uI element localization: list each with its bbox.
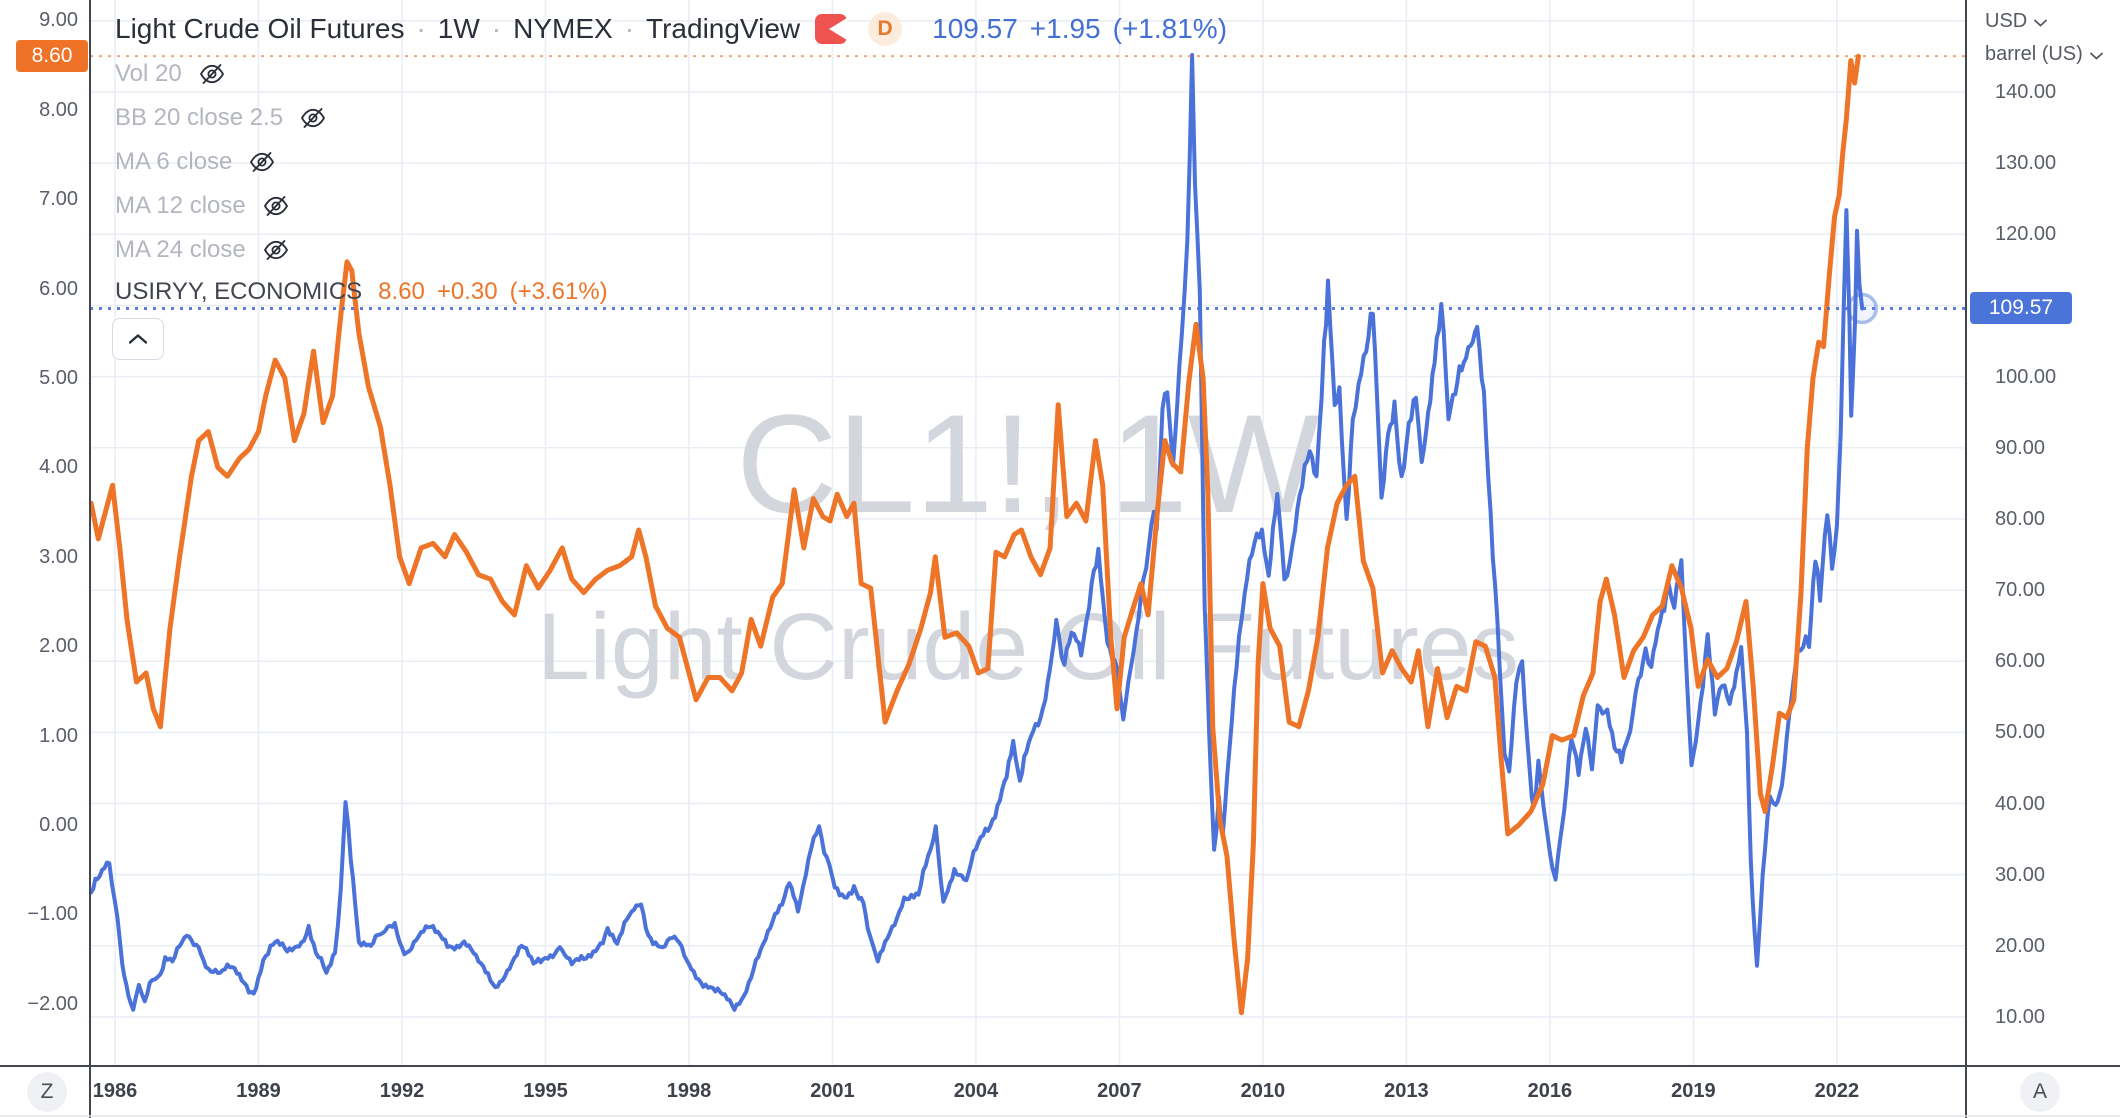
eye-off-icon [263,196,288,216]
time-axis-tick: 2007 [1097,1080,1142,1102]
indicator-row[interactable]: MA 12 close [115,184,327,228]
left-axis-tick: 4.00 [39,456,78,479]
unit-selector[interactable]: barrel (US) [1985,43,2103,66]
left-axis-tick: 9.00 [39,9,78,32]
eye-off-icon [250,152,275,172]
indicator-label: MA 24 close [115,236,246,263]
left-axis-tick: 1.00 [39,724,78,747]
unit-label: barrel (US) [1985,43,2083,65]
right-axis-tick: 40.00 [1995,792,2046,815]
time-axis-tick: 2004 [953,1080,999,1102]
symbol-title-row[interactable]: Light Crude Oil Futures · 1W · NYMEX · T… [115,12,1239,46]
toggle-visibility-button[interactable] [248,148,276,176]
indicator-row[interactable]: BB 20 close 2.5 [115,96,327,140]
economics-change: +0.30 [436,278,498,305]
time-axis-tick: 2019 [1671,1080,1716,1102]
collapse-legend-button[interactable] [112,318,164,360]
right-axis-tick: 80.00 [1995,507,2046,530]
time-axis-tick: 1995 [523,1080,568,1102]
auto-scale-button[interactable]: A [2020,1072,2060,1112]
title-separator: · [416,13,426,44]
left-axis-tick: 0.00 [39,814,78,836]
indicator-label: MA 12 close [115,192,246,219]
left-axis-tick: −1.00 [27,903,78,926]
provider-label: TradingView [646,13,801,44]
right-axis-tick: 140.00 [1995,81,2057,103]
time-axis-tick: 2010 [1240,1080,1286,1102]
title-separator: · [624,13,635,44]
economics-label: USIRYY, ECONOMICS [115,278,363,305]
time-axis-tick: 1989 [236,1080,281,1102]
chevron-down-icon [2034,19,2048,27]
right-axis-tick: 10.00 [1995,1005,2046,1028]
watermark-description: Light Crude Oil Futures [537,594,1519,700]
time-axis-tick: 2016 [1527,1080,1573,1102]
chart-overlays [90,55,1970,325]
title-separator: · [491,13,502,44]
eye-off-icon [199,64,224,84]
left-axis-tick: 6.00 [39,277,78,300]
time-axis-tick: 2022 [1814,1080,1860,1102]
usiryy-value-badge: 8.60 [16,40,88,72]
chevron-down-icon [2089,52,2103,60]
eye-off-icon [301,108,326,128]
indicator-label: Vol 20 [115,60,182,87]
economics-change-pct: (+3.61%) [509,278,608,305]
economics-legend-row[interactable]: USIRYY, ECONOMICS 8.60 +0.30 (+3.61%) [115,278,608,306]
series-line [90,53,1865,1012]
left-axis-tick: 5.00 [39,367,78,389]
left-axis-tick: 8.00 [39,98,78,121]
indicator-row[interactable]: MA 6 close [115,140,327,184]
eye-off-icon [263,240,288,260]
right-axis-tick: 50.00 [1995,721,2046,744]
left-axis-tick: −2.00 [27,992,78,1015]
indicator-row[interactable]: MA 24 close [115,228,327,272]
tradingview-logo-icon[interactable] [814,12,848,46]
timezone-button[interactable]: Z [27,1072,67,1112]
time-axis-tick: 2013 [1384,1080,1429,1102]
economics-value: 8.60 [378,278,425,305]
left-axis-tick: 7.00 [39,188,78,211]
right-axis-tick: 130.00 [1995,152,2057,175]
interval-label: 1W [437,13,480,44]
right-axis-tick: 60.00 [1995,650,2046,673]
price-value-badge: 109.57 [1970,292,2072,324]
chevron-up-icon [129,334,147,344]
indicator-legend: Vol 20 BB 20 close 2.5 MA 6 close MA 12 clo… [115,52,327,272]
time-axis-tick: 1986 [92,1080,138,1102]
right-axis-tick: 120.00 [1995,223,2057,246]
exchange-label: NYMEX [513,13,613,44]
indicator-label: MA 6 close [115,148,233,175]
right-axis-tick: 70.00 [1995,579,2046,602]
time-axis-tick: 1998 [666,1080,712,1102]
currency-label: USD [1985,10,2028,32]
time-axis-tick: 1992 [379,1080,425,1102]
right-axis-tick: 20.00 [1995,934,2046,957]
right-axis-tick: 100.00 [1995,365,2057,388]
price-change: +1.95 [1029,13,1101,44]
indicator-row[interactable]: Vol 20 [115,52,327,96]
right-axis-tick: 90.00 [1995,436,2046,459]
left-axis-tick: 3.00 [39,545,78,568]
indicator-label: BB 20 close 2.5 [115,104,284,131]
symbol-title: Light Crude Oil Futures [115,13,405,44]
time-axis-tick: 2001 [810,1080,855,1102]
last-point-marker [1846,292,1878,325]
right-axis-tick: 30.00 [1995,863,2046,886]
toggle-visibility-button[interactable] [198,60,226,88]
price-change-pct: (+1.81%) [1112,13,1228,44]
delayed-data-badge[interactable]: D [868,12,903,46]
last-price-text: 109.57 +1.95 (+1.81%) [932,13,1239,45]
toggle-visibility-button[interactable] [262,192,290,220]
toggle-visibility-button[interactable] [299,104,327,132]
currency-selector[interactable]: USD [1985,10,2048,33]
series-lines [90,53,1865,1016]
toggle-visibility-button[interactable] [262,236,290,264]
left-axis-tick: 2.00 [39,635,78,658]
last-price: 109.57 [932,13,1018,44]
series-line [90,53,1861,1016]
